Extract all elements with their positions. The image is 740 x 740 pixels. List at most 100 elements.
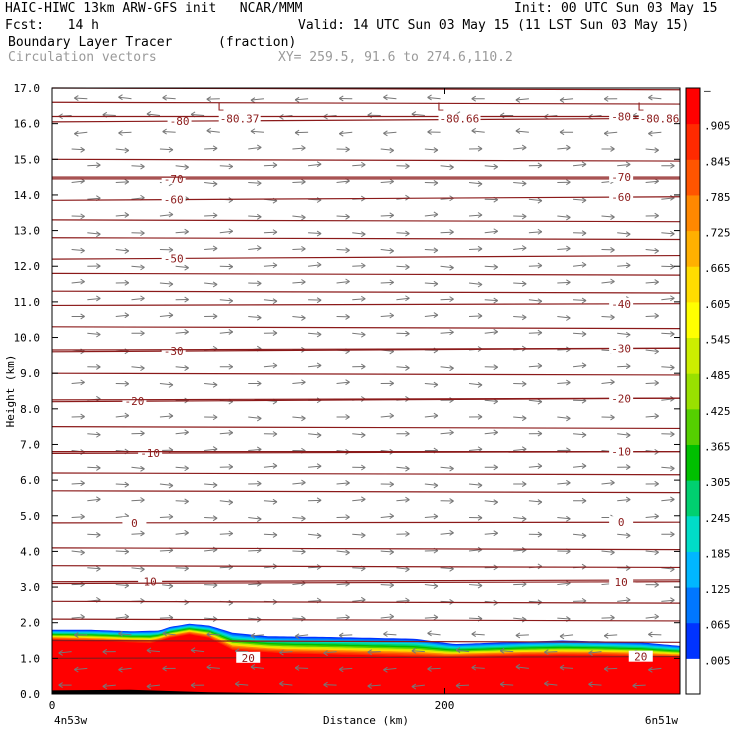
vector-arrowhead (433, 412, 439, 419)
contour-label-bg (161, 252, 186, 264)
circulation-vector (339, 131, 353, 135)
circulation-vector (292, 215, 306, 218)
circulation-vector (159, 516, 173, 519)
temperature-contour (51, 397, 681, 401)
vector-arrowhead (190, 682, 196, 689)
vector-arrowhead (449, 429, 454, 436)
circulation-vector (131, 466, 145, 470)
vector-arrowhead (477, 413, 483, 420)
circulation-vector (292, 248, 306, 250)
vector-arrowhead (140, 163, 145, 170)
circulation-vector (380, 616, 394, 619)
vector-arrowhead (212, 212, 218, 219)
circulation-vector (146, 684, 160, 687)
circulation-vector (295, 634, 309, 637)
circulation-vector (380, 515, 394, 519)
vector-arrowhead (118, 94, 123, 101)
colorbar-segment (686, 373, 700, 410)
colorbar-segment (686, 658, 700, 695)
circulation-vector (396, 600, 410, 602)
vector-arrowhead (168, 312, 174, 319)
vector-arrowhead (118, 666, 123, 673)
vector-arrowhead (521, 144, 527, 151)
circulation-vector (484, 299, 498, 302)
temperature-contour (51, 158, 681, 162)
circulation-vector (71, 550, 85, 554)
circulation-vector (115, 415, 129, 418)
vector-arrowhead (654, 212, 659, 219)
vector-arrowhead (499, 681, 505, 688)
circulation-vector (71, 148, 85, 151)
vector-arrowhead (670, 465, 675, 472)
temperature-contour (51, 347, 681, 351)
circulation-vector (528, 198, 542, 202)
vector-arrowhead (648, 631, 653, 638)
vector-arrowhead (184, 365, 189, 371)
vector-arrowhead (405, 430, 410, 437)
circulation-vector (323, 651, 337, 654)
circulation-vector (424, 213, 438, 217)
circulation-vector (308, 332, 322, 335)
circulation-vector (131, 567, 145, 570)
vector-arrowhead (383, 631, 388, 637)
circulation-vector (263, 264, 277, 267)
vector-arrowhead (493, 328, 498, 335)
temperature-contour (51, 472, 681, 476)
circulation-vector (440, 567, 454, 570)
y-tick-label: 2.0 (20, 617, 40, 630)
circulation-vector (411, 113, 425, 116)
vector-arrowhead (521, 314, 527, 321)
circulation-vector (115, 550, 129, 553)
circulation-vector (440, 432, 454, 435)
vector-arrowhead (74, 95, 79, 101)
contour-label-bg (609, 575, 634, 587)
vector-arrowhead (670, 531, 675, 538)
circulation-vector (248, 247, 262, 250)
vector-arrowhead (323, 650, 328, 656)
vector-arrowhead (316, 532, 322, 539)
vector-arrowhead (228, 530, 234, 537)
contour-label-bg (609, 297, 634, 309)
vector-arrowhead (433, 614, 439, 621)
vector-arrowhead (301, 479, 306, 486)
circulation-vector (336, 215, 350, 218)
colorbar-label: .905 (704, 120, 731, 133)
vector-arrowhead (96, 295, 101, 302)
circulation-vector (87, 332, 101, 336)
vector-arrowhead (301, 214, 306, 221)
vector-arrowhead (405, 264, 410, 270)
circulation-vector (175, 466, 189, 469)
vector-arrowhead (367, 649, 372, 656)
circulation-vector (515, 130, 529, 133)
colorbar-label: .185 (704, 547, 731, 560)
vector-arrowhead (316, 497, 322, 504)
circulation-vector (352, 298, 366, 301)
circulation-vector (175, 532, 189, 535)
contour-label: -80 (611, 111, 631, 124)
vector-arrowhead (206, 96, 212, 103)
vector-arrowhead (124, 279, 130, 286)
vector-arrowhead (493, 530, 498, 537)
vector-arrowhead (566, 214, 571, 221)
circulation-vector (204, 181, 218, 185)
circulation-vector (250, 666, 265, 669)
vector-arrowhead (537, 430, 543, 437)
vector-arrowhead (124, 481, 130, 488)
vector-arrowhead (140, 566, 145, 573)
contour-label: -30 (611, 342, 631, 355)
vector-arrowhead (670, 162, 675, 169)
circulation-vector (645, 349, 659, 353)
circulation-vector (661, 297, 675, 301)
circulation-vector (219, 299, 233, 302)
vector-arrowhead (294, 633, 300, 640)
circulation-vector (471, 667, 485, 669)
circulation-vector (513, 282, 527, 285)
vector-arrowhead (124, 613, 130, 620)
circulation-vector (308, 433, 322, 436)
contour-label: -20 (124, 395, 144, 408)
vector-arrowhead (301, 515, 306, 522)
vector-arrowhead (389, 312, 394, 319)
vector-arrowhead (603, 130, 609, 137)
x-left-endpoint: 4n53w (54, 714, 87, 727)
